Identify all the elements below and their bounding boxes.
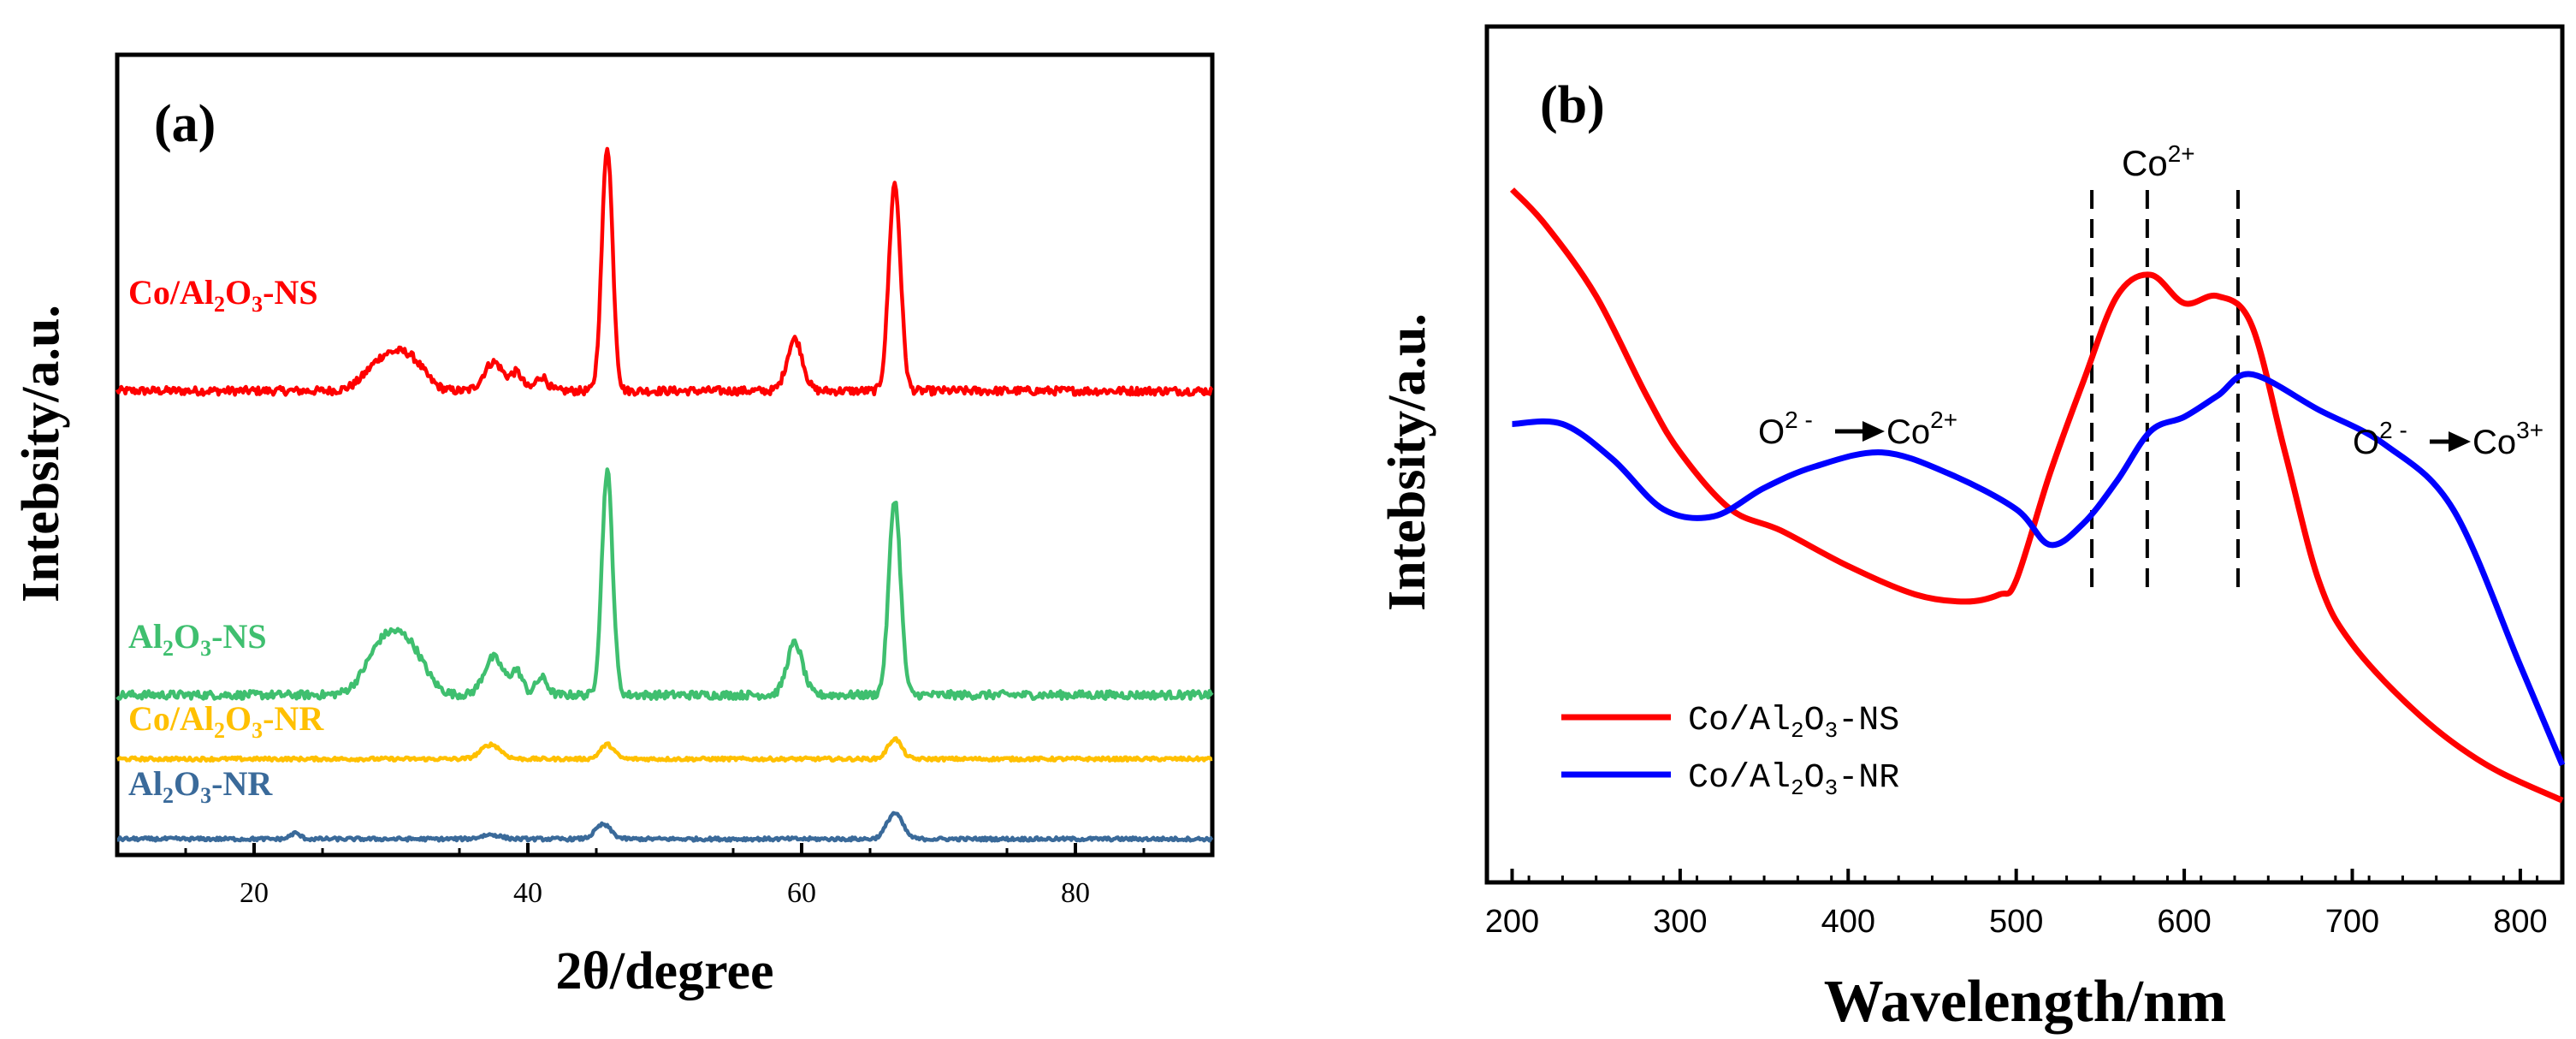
o-co2-transition-to: Co2+ <box>1886 407 1957 451</box>
b-x-tick-label-4: 600 <box>2157 904 2211 940</box>
spectrum-line-1 <box>1512 371 2566 767</box>
series-line-2 <box>116 736 1213 763</box>
x-tick-label-2: 60 <box>787 877 816 909</box>
series-label-0: Co/Al2O3-NS <box>128 273 318 317</box>
o-co3-transition-arrow-head <box>2449 431 2471 452</box>
o-co2-transition-arrow-head <box>1862 421 1885 442</box>
x-tick-label-0: 20 <box>240 877 269 909</box>
panel-b: 200 300 400 500 600 700 800 (b) Wavelength/nm … <box>1378 24 2566 1035</box>
x-tick-label-1: 40 <box>513 877 542 909</box>
panel-b-frame <box>1484 24 2565 885</box>
series-line-3 <box>116 810 1214 843</box>
series-line-0 <box>115 146 1214 397</box>
series-label-1: Al2O3-NS <box>128 617 267 661</box>
b-x-tick-label-1: 300 <box>1653 904 1707 940</box>
panel-b-xlabel: Wavelength/nm <box>1824 969 2227 1035</box>
series-label-2: Co/Al2O3-NR <box>128 699 324 743</box>
panel-b-ylabel: Intebsity/a.u. <box>1378 313 1436 611</box>
x-tick-label-3: 80 <box>1061 877 1090 909</box>
panel-a-frame <box>115 52 1215 858</box>
co2-peak-label: Co2+ <box>2122 140 2195 183</box>
b-x-tick-label-2: 400 <box>1821 904 1875 940</box>
spectrum-line-0 <box>1509 187 2564 804</box>
o-co3-transition-from: O2 - <box>2353 417 2407 461</box>
o-co2-transition-from: O2 - <box>1758 407 1813 451</box>
series-label-3: Al2O3-NR <box>128 764 273 808</box>
o-co3-transition: O2 - Co3+ <box>2353 417 2543 461</box>
series-line-1 <box>115 467 1214 701</box>
legend-label-0: Co/Al2O3-NS <box>1688 702 1899 744</box>
o-co2-transition: O2 - Co2+ <box>1758 407 1957 451</box>
b-x-tick-label-0: 200 <box>1485 904 1539 940</box>
panel-a-tag: (a) <box>154 95 216 153</box>
panel-b-tag: (b) <box>1540 76 1605 134</box>
b-x-tick-label-3: 500 <box>1989 904 2043 940</box>
panel-a-ylabel: Intebsity/a.u. <box>12 305 70 603</box>
legend-label-1: Co/Al2O3-NR <box>1688 759 1899 801</box>
b-x-tick-label-5: 700 <box>2325 904 2379 940</box>
panel-a-xlabel: 2θ/degree <box>555 942 773 1000</box>
panel-a: 20 40 60 80 (a) 2θ/degree Intebsity/a.u. Co… <box>12 52 1215 1000</box>
b-x-tick-label-6: 800 <box>2493 904 2547 940</box>
o-co3-transition-to: Co3+ <box>2472 417 2543 461</box>
